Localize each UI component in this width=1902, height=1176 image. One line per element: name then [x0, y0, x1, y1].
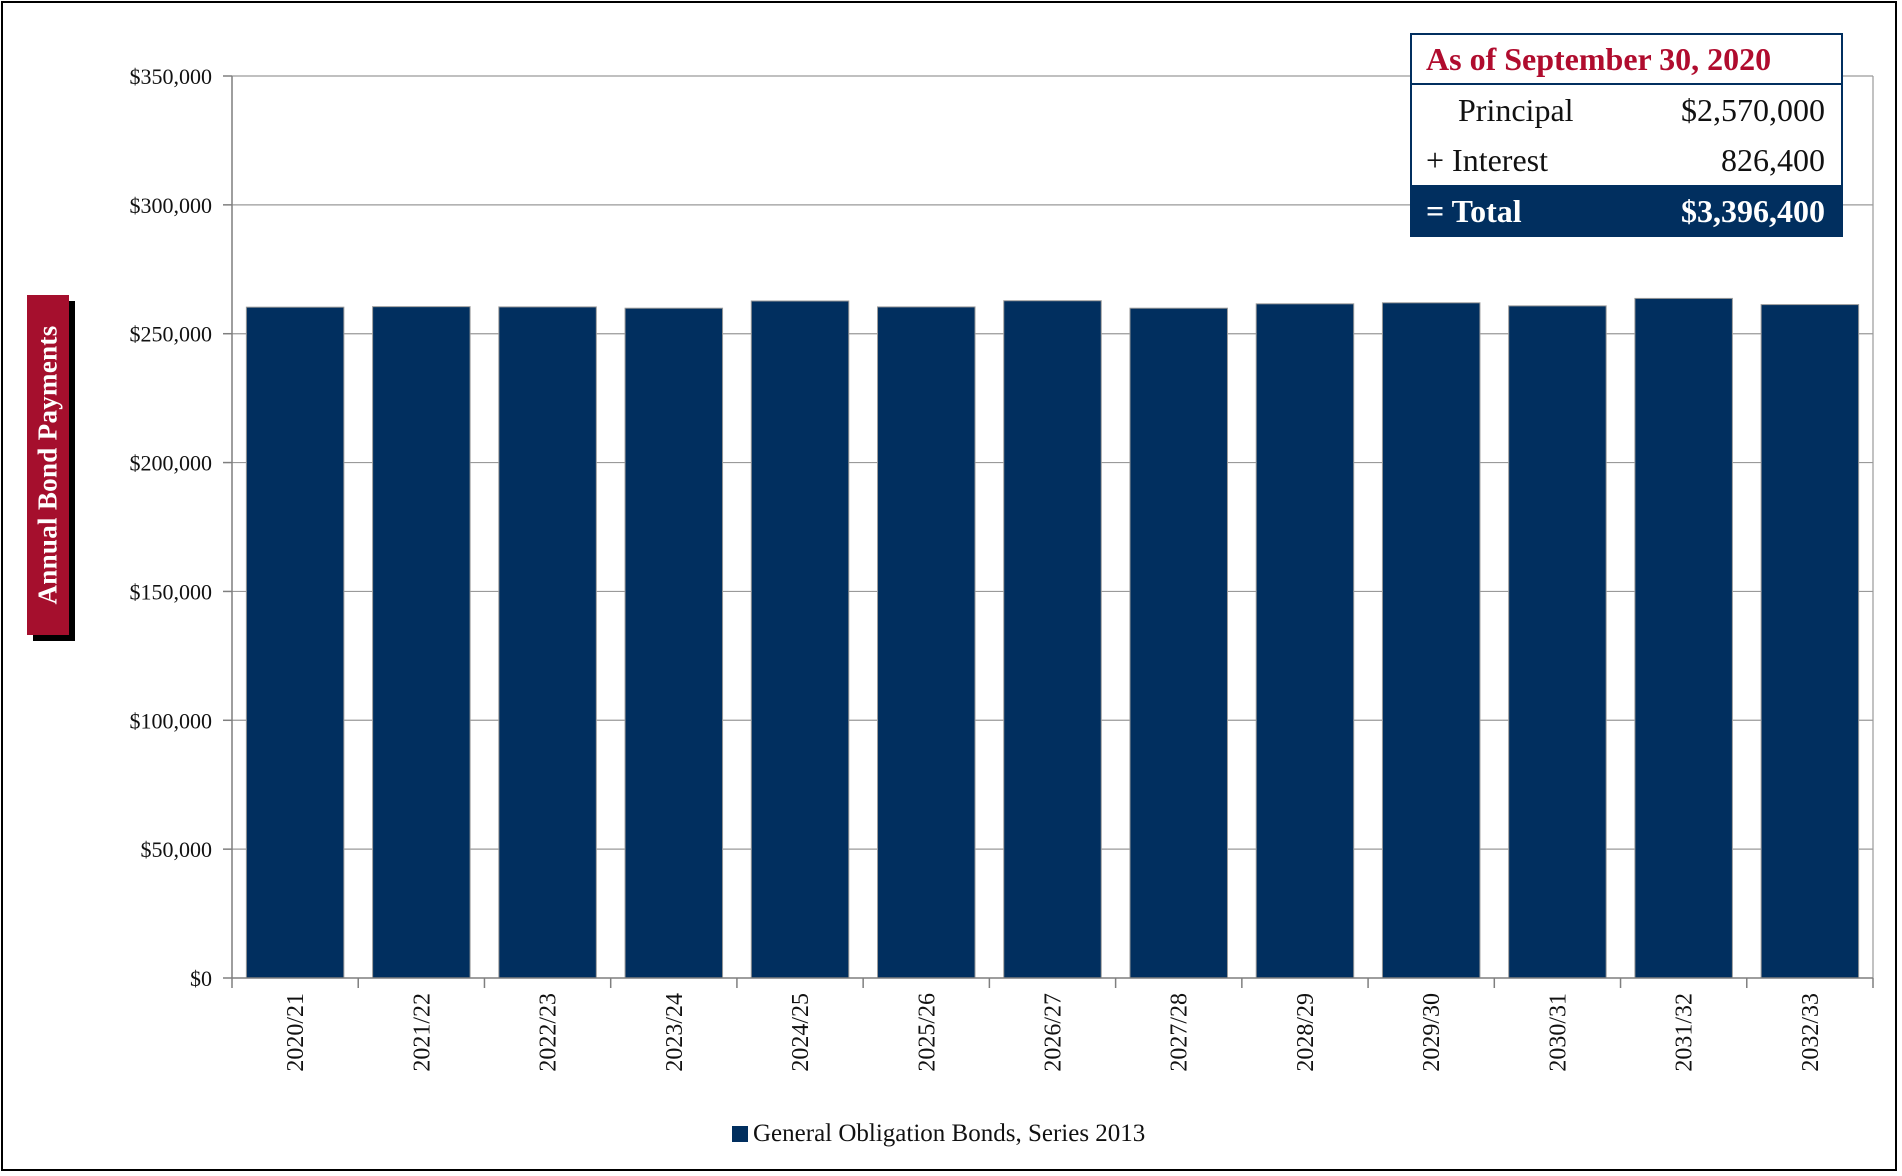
- bar: [498, 306, 597, 979]
- y-tick-label: $350,000: [130, 64, 213, 89]
- bar: [1634, 297, 1733, 979]
- bar: [245, 306, 345, 979]
- x-tick-label: 2025/26: [914, 993, 940, 1072]
- bar: [1760, 304, 1860, 979]
- legend-swatch: [732, 1126, 748, 1142]
- summary-title: As of September 30, 2020: [1412, 35, 1841, 85]
- interest-value: 826,400: [1721, 142, 1825, 178]
- x-tick-label: 2026/27: [1041, 993, 1067, 1072]
- bar: [1508, 305, 1607, 979]
- bar: [1255, 303, 1355, 979]
- summary-box: As of September 30, 2020 Principal $2,57…: [1410, 33, 1843, 237]
- x-tick-label: 2029/30: [1419, 993, 1445, 1072]
- summary-row-total: = Total $3,396,400: [1412, 185, 1841, 237]
- summary-row-principal: Principal $2,570,000: [1412, 85, 1841, 135]
- interest-label: + Interest: [1426, 142, 1548, 178]
- bar: [750, 300, 850, 979]
- total-label: = Total: [1426, 193, 1522, 229]
- x-tick-label: 2024/25: [788, 993, 814, 1072]
- x-tick-label: 2023/24: [662, 993, 688, 1072]
- x-tick-label: 2030/31: [1545, 993, 1571, 1072]
- x-tick-label: 2022/23: [536, 993, 562, 1072]
- y-tick-label: $300,000: [130, 193, 213, 218]
- y-tick-label: $0: [190, 966, 212, 991]
- x-tick-label: 2031/32: [1672, 993, 1698, 1072]
- legend-label: General Obligation Bonds, Series 2013: [753, 1120, 1145, 1147]
- bar: [624, 307, 724, 979]
- x-tick-label: 2021/22: [409, 993, 435, 1072]
- y-tick-label: $200,000: [130, 451, 213, 476]
- x-tick-label: 2020/21: [283, 993, 309, 1072]
- bar: [1003, 300, 1102, 979]
- y-tick-label: $250,000: [130, 322, 213, 347]
- bar: [877, 306, 976, 979]
- bar: [372, 306, 471, 979]
- summary-row-interest: + Interest 826,400: [1412, 135, 1841, 185]
- principal-label: Principal: [1458, 92, 1574, 128]
- y-tick-label: $50,000: [141, 837, 213, 862]
- y-tick-label: $150,000: [130, 579, 213, 604]
- x-tick-label: 2028/29: [1293, 993, 1319, 1072]
- total-value: $3,396,400: [1681, 193, 1825, 229]
- y-tick-label: $100,000: [130, 708, 213, 733]
- y-axis-label: Annual Bond Payments: [32, 325, 63, 605]
- principal-value: $2,570,000: [1681, 92, 1825, 128]
- y-axis-label-box: [27, 295, 69, 635]
- bar: [1129, 307, 1228, 979]
- x-tick-label: 2027/28: [1167, 993, 1193, 1072]
- x-tick-label: 2032/33: [1798, 993, 1824, 1072]
- bar: [1381, 302, 1481, 979]
